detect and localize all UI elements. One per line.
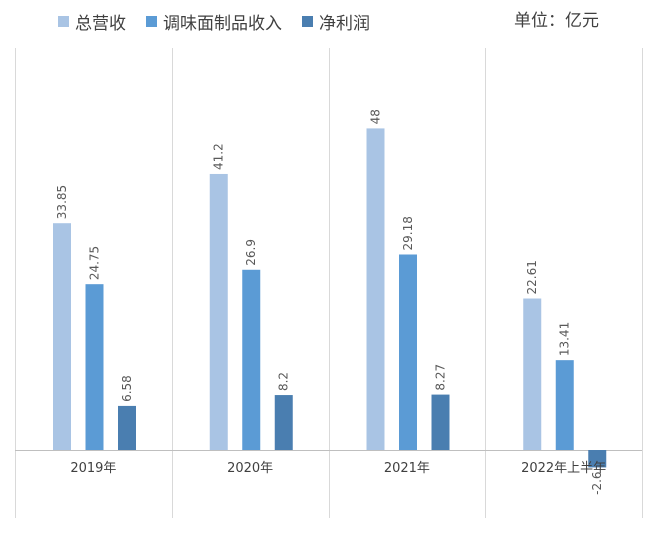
legend-label-revenue: 总营收 <box>75 13 126 34</box>
x-tick-label: 2021年 <box>384 461 430 476</box>
bar-2-2 <box>431 394 450 450</box>
bar-3-1 <box>555 360 574 450</box>
chart-legend: 总营收 调味面制品收入 净利润 <box>58 8 390 34</box>
legend-item-revenue: 总营收 <box>58 9 126 34</box>
bar-value-label: 29.18 <box>401 216 415 250</box>
bar-value-label: 6.58 <box>120 375 134 402</box>
bar-value-label: 24.75 <box>88 246 102 280</box>
bar-3-0 <box>523 298 542 450</box>
legend-label-seasoning-revenue: 调味面制品收入 <box>163 13 282 34</box>
bar-value-label: 22.61 <box>525 260 539 294</box>
bar-1-0 <box>209 173 228 450</box>
legend-swatch-net-profit <box>302 15 313 27</box>
unit-label: 单位：亿元 <box>514 11 599 31</box>
bar-value-label: 13.41 <box>558 322 572 356</box>
bar-value-label: 8.2 <box>277 372 291 391</box>
legend-swatch-revenue <box>58 15 69 27</box>
bar-value-label: -2.6 <box>590 471 604 494</box>
bar-2-1 <box>399 254 417 450</box>
x-tick-label: 2022年上半年 <box>521 461 606 476</box>
bar-1-2 <box>274 395 293 450</box>
bar-value-label: 48 <box>369 109 383 124</box>
bar-value-label: 33.85 <box>55 185 69 219</box>
bar-1-1 <box>242 269 261 450</box>
bar-0-0 <box>53 223 71 450</box>
bar-0-1 <box>85 284 104 450</box>
legend-item-seasoning-revenue: 调味面制品收入 <box>146 9 282 34</box>
legend-item-net-profit: 净利润 <box>302 9 370 34</box>
bar-value-label: 26.9 <box>244 239 258 266</box>
bar-2-0 <box>366 128 385 450</box>
x-tick-label: 2020年 <box>227 461 273 476</box>
bar-3-2 <box>588 450 607 468</box>
legend-label-net-profit: 净利润 <box>319 13 370 34</box>
bar-value-label: 41.2 <box>212 143 226 170</box>
bar-value-label: 8.27 <box>434 364 448 391</box>
x-tick-label: 2019年 <box>70 461 116 476</box>
legend-swatch-seasoning-revenue <box>146 15 157 27</box>
bar-0-2 <box>118 405 136 450</box>
